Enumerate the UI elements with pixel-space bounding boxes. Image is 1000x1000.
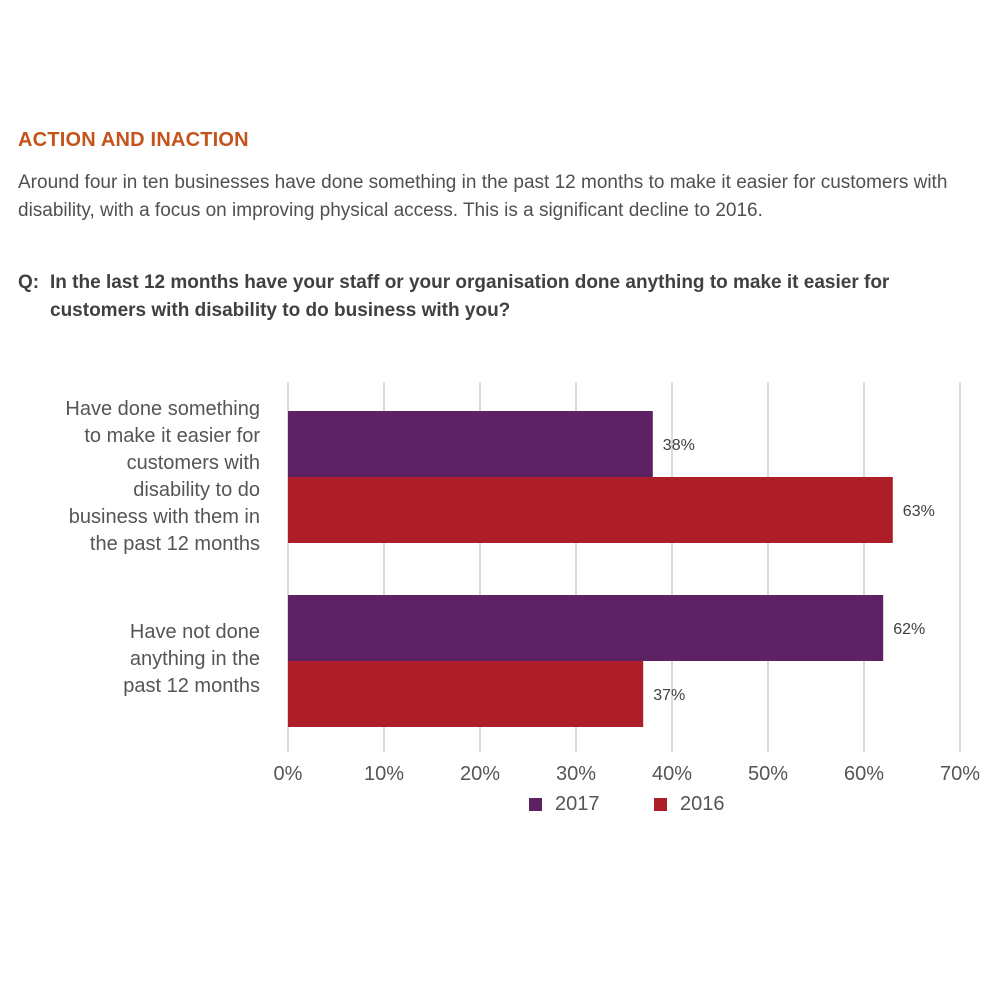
data-label: 62% [893, 621, 925, 638]
data-label: 37% [653, 687, 685, 704]
question-text: In the last 12 months have your staff or… [50, 272, 890, 321]
survey-question: Q: In the last 12 months have your staff… [18, 269, 978, 325]
x-tick-label: 40% [652, 763, 692, 785]
x-tick-label: 60% [844, 763, 884, 785]
category-label-line: disability to do [133, 479, 260, 501]
bar-2016 [288, 661, 644, 727]
bar-2017 [288, 595, 884, 661]
category-label-line: Have done something [65, 398, 260, 420]
chart-legend: 2017 2016 [0, 793, 1000, 823]
category-label-line: anything in the [129, 648, 260, 670]
legend-label-2016: 2016 [680, 793, 725, 815]
data-label: 38% [663, 437, 695, 454]
x-tick-label: 70% [940, 763, 980, 785]
legend-label-2017: 2017 [555, 793, 600, 815]
x-tick-label: 0% [274, 763, 303, 785]
x-tick-label: 30% [556, 763, 596, 785]
legend-item-2016: 2016 [654, 793, 725, 816]
category-label-line: the past 12 months [89, 533, 260, 555]
intro-paragraph: Around four in ten businesses have done … [18, 172, 948, 221]
bar-chart: 0% 10% 20% 30% 40% 50% 60% 70% 38% 63% 62% 37% [274, 382, 980, 785]
category-label: Have done something to make it easier for… [0, 396, 260, 558]
category-label-line: customers with [126, 452, 260, 474]
legend-item-2017: 2017 [529, 793, 600, 816]
x-tick-label: 20% [460, 763, 500, 785]
category-label-line: Have not done [129, 621, 260, 643]
x-tick-label: 10% [364, 763, 404, 785]
bar-2016 [288, 477, 893, 543]
legend-swatch-2016 [654, 798, 667, 811]
legend-swatch-2017 [529, 798, 542, 811]
bar-2017 [288, 411, 653, 477]
category-label: Have not done anything in the past 12 mont… [0, 619, 260, 700]
category-label-line: past 12 months [123, 675, 260, 697]
category-label-line: to make it easier for [84, 425, 260, 447]
question-prefix: Q: [18, 272, 40, 293]
data-label: 63% [903, 503, 935, 520]
section-heading: ACTION AND INACTION [18, 129, 249, 151]
x-tick-label: 50% [748, 763, 788, 785]
category-label-line: business with them in [68, 506, 260, 528]
